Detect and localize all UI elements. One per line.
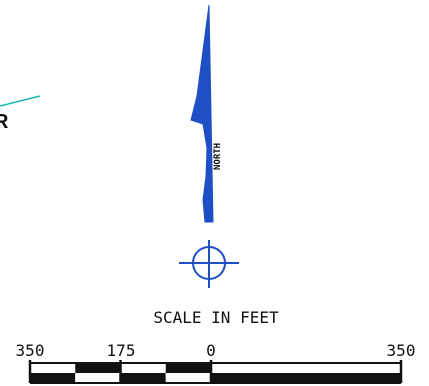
north-arrow-icon bbox=[190, 4, 214, 223]
scale-bar bbox=[28, 360, 403, 384]
north-label: NORTH bbox=[213, 143, 223, 170]
scale-segment-top-0 bbox=[30, 363, 76, 373]
leader-line bbox=[0, 95, 41, 107]
north-arrow: NORTH bbox=[190, 4, 223, 223]
scale-segment-bottom-1 bbox=[75, 373, 121, 383]
scale-tick-labels: 350 175 0 350 bbox=[16, 341, 416, 360]
scale-segment-right-top bbox=[211, 363, 401, 373]
scale-tick-label-left-350: 350 bbox=[16, 341, 45, 360]
crosshair-symbol bbox=[179, 240, 239, 288]
scale-tick-label-175: 175 bbox=[107, 341, 136, 360]
scale-segment-bottom-2 bbox=[120, 373, 166, 383]
scale-tick-label-0: 0 bbox=[206, 341, 216, 360]
scale-segment-top-1 bbox=[75, 363, 121, 373]
scale-segment-bottom-0 bbox=[30, 373, 76, 383]
scale-segment-bottom-3 bbox=[165, 373, 211, 383]
scale-segment-top-3 bbox=[165, 363, 211, 373]
scale-tick-label-right-350: 350 bbox=[387, 341, 416, 360]
scale-segment-top-2 bbox=[120, 363, 166, 373]
cropped-edge-text: R bbox=[0, 111, 9, 133]
scale-title: SCALE IN FEET bbox=[153, 308, 279, 327]
scale-segment-right-bottom bbox=[211, 373, 401, 383]
